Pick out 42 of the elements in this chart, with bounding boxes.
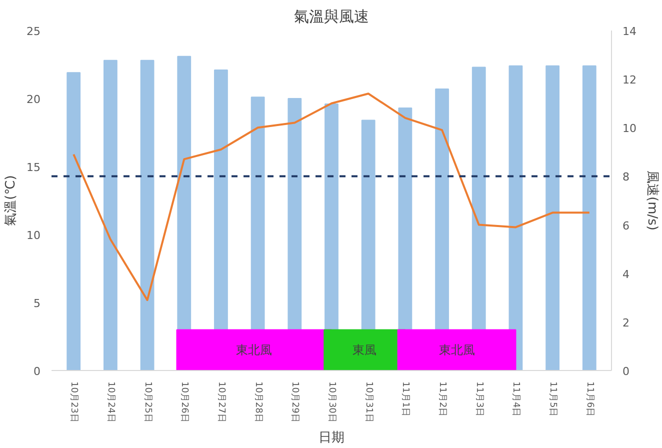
- line-series: [72, 92, 590, 302]
- band-label: 東風: [352, 343, 377, 358]
- x-tick-label: 10月31日: [363, 382, 374, 422]
- bar: [546, 65, 560, 370]
- x-tick-label: 11月3日: [474, 382, 484, 417]
- y2-tick-label: 10: [622, 122, 636, 136]
- x-tick-label: 11月2日: [437, 382, 448, 417]
- x-tick-label: 10月23日: [68, 382, 79, 422]
- x-tick-label: 11月6日: [584, 382, 594, 417]
- y2-tick-label: 6: [622, 219, 630, 232]
- y-tick-label: 10: [26, 229, 41, 242]
- x-tick-label: 10月26日: [179, 382, 190, 422]
- x-tick-label: 11月5日: [548, 382, 558, 417]
- x-tick-label: 10月29日: [290, 382, 300, 422]
- band-label: 東北風: [438, 343, 475, 358]
- x-tick-label: 10月25日: [142, 382, 152, 422]
- y2-tick-label: 14: [622, 25, 636, 38]
- y2-tick-label: 0: [622, 365, 630, 378]
- y2-tick-label: 4: [622, 268, 630, 281]
- y2-tick-label: 2: [622, 316, 630, 330]
- y-tick-label: 25: [26, 25, 41, 38]
- bar: [582, 65, 596, 370]
- bar: [140, 60, 154, 370]
- x-tick-label: 10月24日: [105, 382, 116, 422]
- y-tick-label: 15: [26, 161, 41, 174]
- x-tick-label: 10月28日: [252, 382, 263, 422]
- y2-tick-label: 8: [622, 170, 630, 184]
- y-tick-label: 0: [34, 365, 40, 378]
- chart-title: 氣溫與風速: [294, 8, 369, 26]
- y2-tick-label: 12: [622, 74, 636, 87]
- x-tick-label: 11月4日: [510, 382, 521, 417]
- y-tick-label: 20: [26, 93, 41, 106]
- x-axis-title: 日期: [318, 430, 344, 446]
- bar: [104, 60, 118, 370]
- bar: [66, 72, 81, 370]
- y-axis-title: 氣溫(℃): [4, 175, 19, 226]
- band-label: 東北風: [236, 343, 272, 358]
- y-tick-label: 5: [34, 297, 40, 310]
- x-tick-label: 11月1日: [400, 382, 410, 417]
- x-tick-label: 10月27日: [216, 382, 226, 422]
- x-tick-label: 10月30日: [326, 382, 336, 422]
- y2-axis-title: 風速(m/s): [644, 170, 660, 230]
